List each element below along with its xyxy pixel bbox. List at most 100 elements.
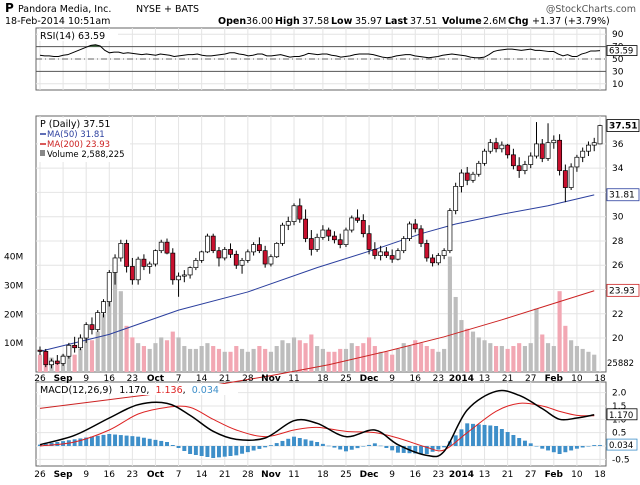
macd-histogram-bar [540,446,545,449]
price-legend-box [38,118,130,162]
macd-histogram-bar [534,446,539,447]
x-tick-label-lower: 21 [502,470,513,480]
macd-histogram-bar [234,446,239,456]
x-tick-label-lower: 2014 [449,470,474,480]
candle-up [285,221,291,226]
x-tick-label-lower: 23 [127,470,138,480]
macd-signal-line [39,402,595,452]
macd-histogram-bar [245,446,250,453]
volume-bar [72,354,77,372]
volume-bar [309,334,314,372]
candle-up [343,229,349,245]
volume-bar [355,346,360,372]
candle-down [383,251,389,256]
candle-down [418,228,424,244]
volume-bar [176,337,181,372]
macd-histogram-bar [349,446,354,450]
candle-down [366,233,372,250]
rsi-tick-label: 50 [612,55,624,65]
x-tick-label-lower: 10 [571,470,583,480]
ma50-last-tag: 31.81 [609,191,635,201]
candle-up [49,360,54,366]
candle-up [193,260,199,269]
candle-up [545,142,551,159]
x-tick-label-lower: Dec [360,470,379,480]
x-tick-label-upper: 16 [104,374,116,384]
x-tick-label-lower: 16 [410,470,422,480]
x-tick-label-upper: 23 [433,374,444,384]
candle-up [459,172,464,187]
volume-bar [147,348,152,372]
candle-down [54,360,60,364]
price-tick-label: 28 [612,237,624,247]
volume-bar [228,351,233,372]
macd-histogram-bar [136,436,141,446]
volume-legend: Volume 2,588,225 [47,150,125,160]
volume-bar [563,325,568,372]
macd-histogram-bar [153,439,158,446]
x-tick-label-lower: 14 [196,470,208,480]
candle-down [557,139,563,171]
volume-bar [551,346,556,372]
rsi-legend-box [38,30,118,41]
volume-bar [528,343,533,372]
volume-bar [424,346,429,372]
candle-up [222,249,228,259]
volume-bar [592,354,597,372]
header-datetime: 18-Feb-2014 10:51am [5,16,110,27]
candle-up [239,260,245,266]
volume-bar [95,331,100,372]
macd-histogram-bar [395,446,400,453]
candle-down [424,243,430,259]
volume-bar [384,351,389,372]
macd-histogram-bar [546,446,551,451]
macd-histogram-bar [574,446,579,449]
volume-bar [447,256,452,372]
volume-bar [239,348,245,372]
candle-up [534,143,539,157]
candle-up [112,257,118,273]
x-tick-label-lower: 25 [340,470,351,480]
volume-bar [291,337,297,372]
volume-bar [320,348,325,372]
x-tick-label-upper: 2014 [449,374,474,384]
volume-bar [494,346,499,372]
macd-histogram-bar [78,438,83,446]
x-tick-label-upper: 7 [176,374,182,384]
macd-histogram-bar [580,446,585,448]
candle-down [412,223,418,230]
macd-histogram-bar [89,436,94,446]
macd-histogram-bar [286,438,291,446]
volume-bar [274,346,279,372]
candle-up [435,255,441,264]
candle-up [470,173,476,181]
x-tick-label-upper: 16 [410,374,422,384]
macd-histogram-bar [384,446,389,448]
candle-down [430,257,436,264]
rsi-last-tag [606,45,638,56]
ma50-legend: MA(50) 31.81 [47,130,105,140]
volume-bar [540,334,545,372]
macd-legend-hist: 0.034 [192,385,219,396]
volume-bar [482,340,487,372]
volume-legend-swatch [40,150,45,156]
volume-bar [263,348,268,372]
candle-down [228,249,233,255]
volume-bar [580,348,585,372]
candle-up [181,274,187,277]
macd-histogram-bar [240,446,245,454]
candle-up [101,301,106,313]
candle-down [170,252,176,281]
candle-up [551,139,557,144]
x-tick-label-upper: 23 [127,374,138,384]
watermark: @StockCharts.com [546,4,636,15]
x-tick-label-upper: 11 [288,374,299,384]
macd-histogram-bar [592,445,597,446]
candle-down [464,172,470,181]
macd-histogram-bar [361,446,366,447]
candle-up [401,238,407,252]
x-tick-label-lower: Feb [545,470,564,480]
candle-up [597,125,603,145]
volume-bar [268,351,274,372]
macd-histogram-bar [419,446,424,454]
